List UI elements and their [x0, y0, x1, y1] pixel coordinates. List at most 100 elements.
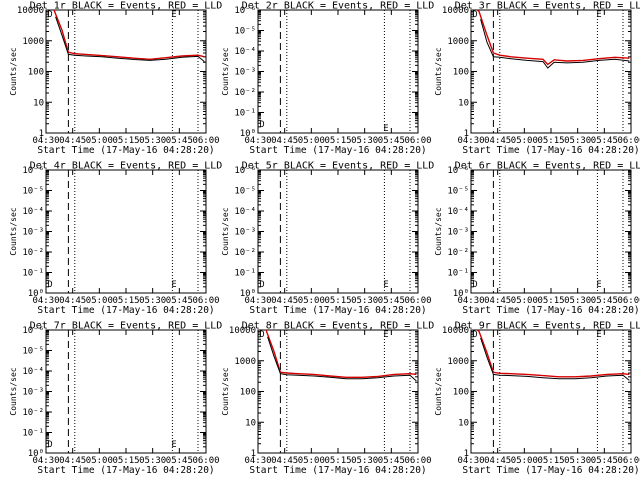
panel-2: Det 2r BLACK = Events, RED = LLD 04:30 04:… — [221, 1, 434, 157]
y-tick-label: 10⁻¹ — [234, 109, 256, 119]
x-tick-label: 06:00 — [192, 456, 219, 466]
plot-frame — [45, 169, 207, 294]
series-group — [476, 330, 630, 381]
marker-label-d: D — [472, 330, 477, 340]
y-tick-label: 10⁻³ — [22, 388, 44, 398]
y-tick-label: 10⁻¹ — [22, 269, 44, 279]
y-tick-label: 10⁻² — [22, 408, 44, 418]
x-tick-label: 05:45 — [591, 136, 618, 146]
x-tick-label: 06:00 — [404, 136, 431, 146]
y-tick-label: 10⁻² — [234, 248, 256, 258]
x-axis-label: Start Time (17-May-16 04:28:20) — [462, 305, 639, 316]
panel-title: Det 1r BLACK = Events, RED = LLD — [30, 1, 223, 12]
panel-title: Det 5r BLACK = Events, RED = LLD — [242, 161, 435, 172]
x-tick-label: 05:00 — [86, 296, 113, 306]
panel-3: Det 3r BLACK = Events, RED = LLD 04:30 04:… — [434, 1, 640, 157]
marker-label-d: D — [47, 440, 52, 450]
marker-label-e: E — [383, 280, 388, 290]
x-tick-label: 05:00 — [86, 456, 113, 466]
x-tick-label: 04:45 — [484, 296, 511, 306]
x-tick-label: 05:30 — [564, 296, 591, 306]
x-axis-label: Start Time (17-May-16 04:28:20) — [37, 305, 214, 316]
panel-title: Det 7r BLACK = Events, RED = LLD — [30, 321, 223, 332]
x-tick-label: 05:30 — [351, 296, 378, 306]
plot-frame — [470, 9, 632, 134]
marker-label-d: D — [472, 10, 477, 20]
y-axis-label: Counts/sec — [9, 47, 18, 95]
series-lld-line — [476, 330, 630, 378]
x-tick-label: 05:45 — [591, 456, 618, 466]
x-tick-label: 05:15 — [324, 296, 351, 306]
marker-label-d: D — [47, 10, 52, 20]
x-tick-label: 05:15 — [112, 296, 139, 306]
panel-8: Det 8r BLACK = Events, RED = LLD 04:30 04:… — [221, 321, 434, 477]
y-tick-label: 10⁻⁴ — [22, 367, 44, 377]
y-tick-label: 1000 — [22, 37, 44, 47]
y-tick-label: 1 — [39, 129, 44, 139]
y-tick-label: 10⁻³ — [22, 228, 44, 238]
panel-title: Det 4r BLACK = Events, RED = LLD — [30, 161, 223, 172]
panel-6: Det 6r BLACK = Events, RED = LLD 04:30 04:… — [434, 161, 640, 317]
y-tick-label: 10⁰ — [453, 289, 469, 299]
y-tick-label: 10⁻⁶ — [22, 326, 44, 336]
x-tick-label: 05:00 — [298, 136, 325, 146]
x-tick-label: 04:45 — [59, 296, 86, 306]
series-group — [264, 330, 417, 382]
x-axis-label: Start Time (17-May-16 04:28:20) — [462, 145, 639, 156]
y-tick-label: 10000 — [442, 326, 469, 336]
y-tick-label: 10⁰ — [240, 289, 256, 299]
x-axis-label: Start Time (17-May-16 04:28:20) — [249, 305, 426, 316]
y-tick-label: 10⁻⁴ — [22, 207, 44, 217]
marker-label-d: D — [259, 330, 264, 340]
panel-title: Det 6r BLACK = Events, RED = LLD — [455, 161, 640, 172]
y-tick-label: 10⁻² — [234, 88, 256, 98]
y-tick-label: 10⁻⁵ — [22, 347, 44, 357]
x-tick-label: 04:30 — [244, 296, 271, 306]
y-tick-label: 10⁻⁵ — [447, 187, 469, 197]
x-tick-label: 05:45 — [378, 456, 405, 466]
x-tick-label: 06:00 — [617, 136, 640, 146]
y-tick-label: 10⁻⁶ — [234, 6, 256, 16]
y-axis-label: Counts/sec — [434, 367, 443, 415]
marker-label-e: E — [171, 280, 176, 290]
marker-label-e: E — [383, 124, 388, 134]
panel-title: Det 3r BLACK = Events, RED = LLD — [455, 1, 640, 12]
x-tick-label: 05:15 — [324, 136, 351, 146]
y-tick-label: 10⁻¹ — [234, 269, 256, 279]
y-tick-label: 10⁻³ — [447, 228, 469, 238]
x-tick-label: 05:15 — [537, 136, 564, 146]
y-tick-label: 10⁻⁶ — [234, 166, 256, 176]
panel-9: Det 9r BLACK = Events, RED = LLD 04:30 04:… — [434, 321, 640, 477]
y-tick-label: 10⁻³ — [234, 228, 256, 238]
x-tick-label: 04:30 — [457, 456, 484, 466]
y-tick-label: 1 — [464, 129, 469, 139]
y-tick-label: 10⁻⁴ — [234, 47, 256, 57]
y-tick-label: 10⁰ — [28, 289, 44, 299]
marker-label-e: E — [596, 280, 601, 290]
x-tick-label: 04:45 — [59, 136, 86, 146]
y-tick-label: 1 — [251, 449, 256, 459]
y-tick-label: 10⁻¹ — [22, 429, 44, 439]
x-tick-label: 05:45 — [591, 296, 618, 306]
y-tick-label: 1000 — [234, 357, 256, 367]
x-tick-label: 05:15 — [324, 456, 351, 466]
x-tick-label: 05:30 — [139, 296, 166, 306]
marker-label-e: E — [596, 10, 601, 20]
x-tick-label: 04:30 — [244, 136, 271, 146]
plot-frame — [257, 169, 419, 294]
x-tick-label: 05:00 — [298, 456, 325, 466]
y-tick-label: 100 — [28, 68, 44, 78]
y-axis-label: Counts/sec — [434, 207, 443, 255]
x-tick-label: 05:45 — [378, 136, 405, 146]
y-tick-label: 10⁻⁵ — [234, 187, 256, 197]
plot-frame — [45, 329, 207, 454]
x-axis-label: Start Time (17-May-16 04:28:20) — [249, 145, 426, 156]
plot-frame — [470, 169, 632, 294]
y-tick-label: 100 — [453, 388, 469, 398]
plot-frame — [470, 329, 632, 454]
x-tick-label: 04:30 — [457, 136, 484, 146]
x-tick-label: 06:00 — [192, 296, 219, 306]
x-tick-label: 06:00 — [404, 456, 431, 466]
panel-title: Det 2r BLACK = Events, RED = LLD — [242, 1, 435, 12]
marker-label-e: E — [596, 330, 601, 340]
